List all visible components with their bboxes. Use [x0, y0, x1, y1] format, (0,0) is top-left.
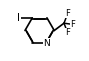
Text: N: N — [44, 39, 50, 48]
Text: F: F — [65, 28, 70, 37]
Text: F: F — [65, 9, 70, 18]
Text: I: I — [17, 13, 20, 23]
Text: F: F — [70, 20, 75, 29]
